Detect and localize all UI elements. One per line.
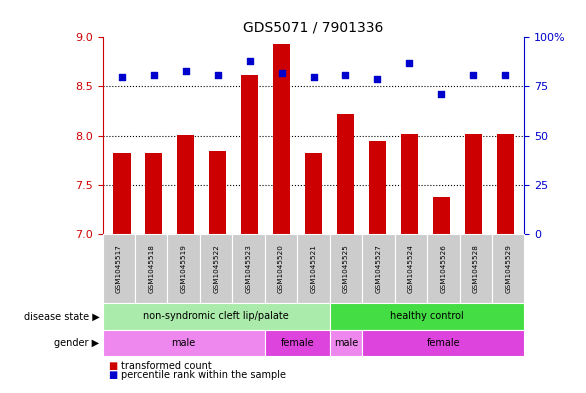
Point xyxy=(373,75,382,82)
Bar xyxy=(241,75,258,234)
Text: gender ▶: gender ▶ xyxy=(54,338,100,348)
Bar xyxy=(465,134,482,234)
Text: GSM1045521: GSM1045521 xyxy=(311,244,316,293)
Text: GSM1045518: GSM1045518 xyxy=(148,244,154,293)
Text: male: male xyxy=(172,338,196,348)
Bar xyxy=(496,134,514,234)
Bar xyxy=(305,153,322,234)
Bar xyxy=(113,153,131,234)
Text: GSM1045517: GSM1045517 xyxy=(116,244,122,293)
Text: transformed count: transformed count xyxy=(121,361,212,371)
Text: GSM1045525: GSM1045525 xyxy=(343,244,349,293)
Text: GSM1045519: GSM1045519 xyxy=(180,244,187,293)
Text: female: female xyxy=(281,338,314,348)
Point xyxy=(149,72,158,78)
Bar xyxy=(272,44,290,234)
Text: GSM1045524: GSM1045524 xyxy=(408,244,414,293)
Point xyxy=(245,58,254,64)
Text: healthy control: healthy control xyxy=(390,311,464,321)
Bar xyxy=(145,153,162,234)
Point xyxy=(405,60,414,66)
Point xyxy=(500,72,510,78)
Point xyxy=(213,72,222,78)
Point xyxy=(277,70,286,76)
Text: non-syndromic cleft lip/palate: non-syndromic cleft lip/palate xyxy=(143,311,289,321)
Text: GSM1045522: GSM1045522 xyxy=(213,244,219,293)
Text: female: female xyxy=(427,338,460,348)
Text: ■: ■ xyxy=(108,361,118,371)
Bar xyxy=(401,134,418,234)
Text: GSM1045526: GSM1045526 xyxy=(440,244,447,293)
Text: percentile rank within the sample: percentile rank within the sample xyxy=(121,370,287,380)
Text: GSM1045529: GSM1045529 xyxy=(505,244,511,293)
Point xyxy=(341,72,350,78)
Point xyxy=(117,73,127,80)
Text: GSM1045520: GSM1045520 xyxy=(278,244,284,293)
Bar xyxy=(209,151,226,234)
Point xyxy=(181,68,190,74)
Text: GSM1045523: GSM1045523 xyxy=(246,244,251,293)
Bar xyxy=(432,196,450,234)
Bar xyxy=(369,141,386,234)
Text: GSM1045528: GSM1045528 xyxy=(473,244,479,293)
Text: GSM1045527: GSM1045527 xyxy=(376,244,381,293)
Text: male: male xyxy=(334,338,358,348)
Point xyxy=(309,73,318,80)
Bar xyxy=(337,114,355,234)
Point xyxy=(437,91,446,97)
Text: ■: ■ xyxy=(108,370,118,380)
Text: disease state ▶: disease state ▶ xyxy=(24,311,100,321)
Bar xyxy=(177,135,195,234)
Point xyxy=(469,72,478,78)
Title: GDS5071 / 7901336: GDS5071 / 7901336 xyxy=(243,21,384,35)
